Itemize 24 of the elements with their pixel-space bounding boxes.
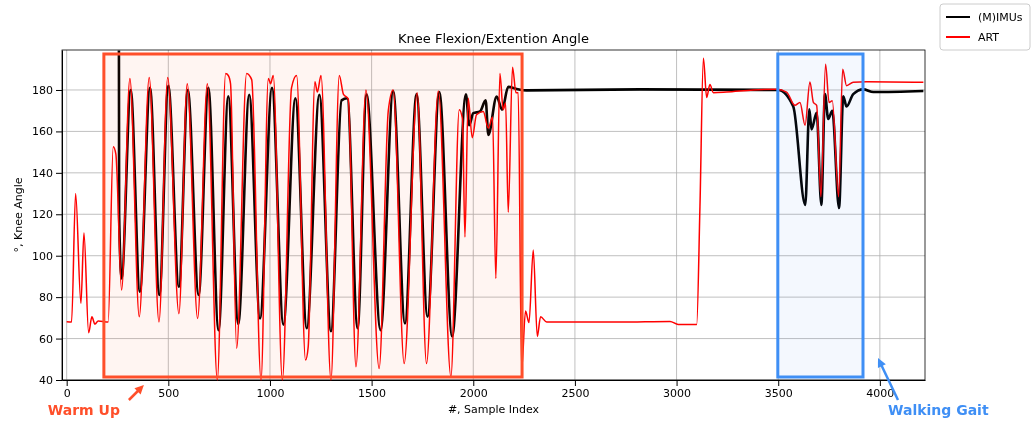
x-tick-label: 4000 [866,386,895,400]
y-tick-label: 100 [32,249,53,263]
x-tick-label: 3500 [764,386,793,400]
x-tick-label: 3000 [663,386,692,400]
x-tick-label: 500 [158,386,180,400]
x-axis-title: #, Sample Index [447,403,540,416]
legend-label: ART [978,31,1000,44]
x-tick-label: 2000 [459,386,488,400]
y-axis-title: °, Knee Angle [12,177,25,253]
band-label: Warm Up [47,402,120,418]
legend-label: (M)IMUs [978,11,1023,24]
y-tick-label: 80 [39,291,53,305]
band-label: Walking Gait [887,402,989,418]
y-tick-label: 40 [39,374,53,388]
x-tick-label: 1000 [256,386,285,400]
x-tick-label: 1500 [358,386,387,400]
y-tick-label: 60 [39,332,53,346]
y-tick-label: 120 [32,208,53,222]
x-tick-label: 2500 [561,386,590,400]
y-tick-label: 160 [32,125,53,139]
x-tick-label: 0 [63,386,71,400]
y-tick-label: 180 [32,84,53,97]
chart-title: Knee Flexion/Extention Angle [398,31,589,46]
y-tick-label: 140 [32,166,53,180]
